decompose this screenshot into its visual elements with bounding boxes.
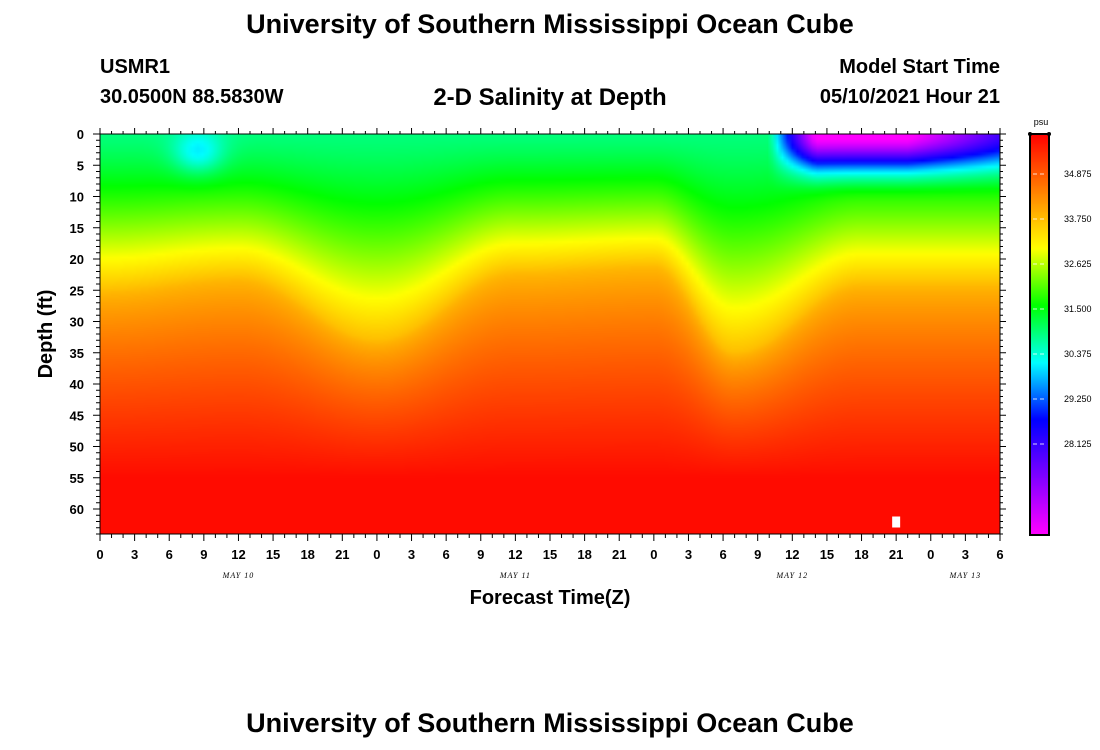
x-day-label: MAY 10 [222,571,255,580]
x-tick-label: 12 [785,547,799,562]
x-tick-label: 0 [650,547,657,562]
x-tick-label: 12 [508,547,522,562]
x-day-label: MAY 11 [499,571,531,580]
x-tick-label: 0 [927,547,934,562]
y-tick-label: 5 [77,158,84,173]
x-tick-label: 18 [300,547,314,562]
y-tick-label: 40 [70,377,84,392]
y-tick-label: 25 [70,283,84,298]
colorbar-tick-label: 28.125 [1064,439,1092,449]
footer-title: University of Southern Mississippi Ocean… [246,708,854,738]
x-tick-label: 3 [685,547,692,562]
y-axis-title: Depth (ft) [35,290,57,379]
x-day-label: MAY 12 [776,571,809,580]
x-tick-label: 6 [166,547,173,562]
x-tick-label: 18 [577,547,591,562]
salinity-chart: 0 3 6 9 12 15 18 21 0 3 6 9 12 15 18 21 0 3 6 9 12 15 18 21 0 3 6 M… [35,117,1092,609]
station-coordinates: 30.0500N 88.5830W [100,86,284,108]
colorbar-tick-label: 31.500 [1064,304,1092,314]
y-tick-label: 0 [77,127,84,142]
model-start-value: 05/10/2021 Hour 21 [819,86,1000,108]
y-tick-label: 20 [70,252,84,267]
x-tick-label: 0 [96,547,103,562]
y-tick-label: 45 [70,408,84,423]
x-tick-label: 15 [266,547,280,562]
y-axis: 0 5 10 15 20 25 30 35 40 45 50 55 60 [70,127,1006,535]
x-tick-label: 15 [543,547,557,562]
colorbar-tick-label: 33.750 [1064,214,1092,224]
x-tick-label: 6 [443,547,450,562]
y-tick-label: 50 [70,440,84,455]
x-tick-label: 3 [962,547,969,562]
colorbar-tick-label: 29.250 [1064,394,1092,404]
x-tick-label: 21 [889,547,903,562]
colorbar-tick-label: 30.375 [1064,349,1092,359]
station-id: USMR1 [100,56,171,78]
salinity-heatmap [100,134,1000,534]
page-title: University of Southern Mississippi Ocean… [246,9,854,39]
y-tick-label: 15 [70,221,84,236]
y-tick-label: 60 [70,502,84,517]
x-tick-label: 12 [231,547,245,562]
x-tick-label: 6 [996,547,1003,562]
x-tick-label: 18 [854,547,868,562]
x-axis: 0 3 6 9 12 15 18 21 0 3 6 9 12 15 18 21 0 3 6 9 12 15 18 21 0 3 6 M… [96,128,1004,580]
colorbar-gradient [1031,134,1048,534]
y-tick-label: 35 [70,346,84,361]
x-tick-label: 3 [131,547,138,562]
colorbar-unit: psu [1034,117,1049,127]
x-tick-label: 9 [477,547,484,562]
chart-subtitle: 2-D Salinity at Depth [433,84,667,111]
x-axis-title: Forecast Time(Z) [470,587,631,609]
colorbar-tick-label: 34.875 [1064,169,1092,179]
x-tick-label: 15 [820,547,834,562]
model-start-label: Model Start Time [839,56,1000,78]
x-tick-label: 6 [719,547,726,562]
x-day-label: MAY 13 [949,571,982,580]
y-tick-label: 10 [70,190,84,205]
x-tick-label: 9 [200,547,207,562]
colorbar-top-cap [1047,132,1051,136]
colorbar-tick-label: 32.625 [1064,259,1092,269]
x-tick-label: 3 [408,547,415,562]
x-tick-label: 0 [373,547,380,562]
colorbar-frame [1029,133,1050,536]
x-tick-label: 9 [754,547,761,562]
y-tick-label: 55 [70,471,84,486]
current-time-marker [892,516,901,528]
x-tick-label: 21 [612,547,626,562]
x-tick-label: 21 [335,547,349,562]
y-tick-label: 30 [70,315,84,330]
colorbar-top-cap [1028,132,1032,136]
colorbar: psu 34.875 33.750 32.625 31.500 30.375 29.250… [1028,117,1092,536]
